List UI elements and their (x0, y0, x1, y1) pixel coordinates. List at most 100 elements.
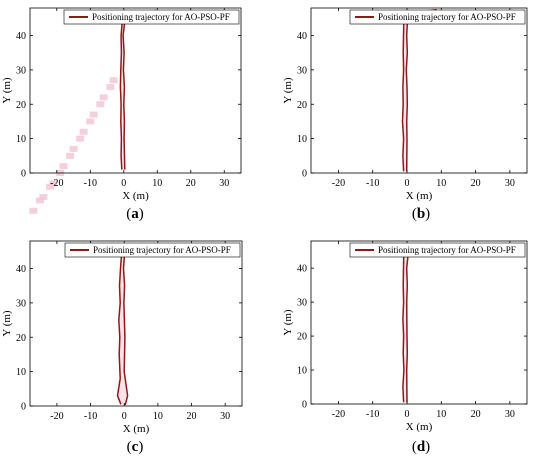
scatter-marker (66, 152, 75, 159)
panel-label: (c) (127, 439, 144, 455)
chart-panel-a: -20 -10 0 10 20 30 0 10 20 30 40 X (m) Y (m) Position… (1, 7, 242, 222)
scatter-marker (49, 180, 58, 187)
x-axis-title: X (m) (406, 421, 433, 433)
x-tick-label: 0 (122, 411, 127, 422)
scatter-marker (29, 207, 38, 214)
y-tick-label: 0 (302, 400, 307, 411)
y-tick-label: 40 (297, 31, 307, 42)
legend-label: Positioning trajectory for AO-PSO-PF (378, 245, 516, 255)
scatter-marker (76, 135, 85, 142)
y-tick-label: 40 (16, 264, 26, 275)
x-tick-label: -20 (50, 178, 63, 189)
plot-data (116, 243, 162, 406)
y-axis-title: Y (m) (282, 309, 294, 336)
x-tick-label: 10 (152, 178, 162, 189)
scatter-marker (46, 183, 55, 190)
scatter-marker (59, 163, 68, 170)
y-tick-label: 0 (21, 169, 26, 180)
scatter-marker (106, 84, 115, 91)
legend-label: Positioning trajectory for AO-PSO-PF (93, 245, 231, 255)
chart-panel-b: -20 -10 0 10 20 30 0 10 20 30 40 X (m) Y (m) Position… (282, 7, 528, 222)
plot-data (401, 8, 439, 172)
scatter-marker (36, 197, 45, 204)
y-tick-label: 40 (297, 264, 307, 275)
legend-box (63, 9, 240, 25)
x-tick-label: 0 (121, 178, 126, 189)
scatter-marker (109, 77, 118, 84)
legend-box (349, 9, 526, 25)
y-tick-label: 10 (16, 134, 26, 145)
y-axis-title: Y (m) (1, 310, 13, 337)
panel-letter: c (132, 439, 139, 455)
scatter-marker (79, 128, 88, 135)
panel-letter: d (417, 439, 426, 455)
legend-label: Positioning trajectory for AO-PSO-PF (92, 12, 230, 22)
x-tick-label: -10 (84, 178, 97, 189)
scatter-marker (96, 101, 105, 108)
plot-data (119, 9, 159, 170)
y-tick-label: 0 (21, 402, 26, 413)
x-tick-label: -10 (366, 178, 379, 189)
x-tick-label: 10 (436, 178, 446, 189)
x-tick-label: 20 (471, 409, 481, 420)
trajectory-line (402, 242, 439, 403)
x-tick-label: -20 (50, 411, 63, 422)
x-tick-label: 0 (405, 178, 410, 189)
y-axis-title: Y (m) (282, 77, 294, 104)
trajectory-fill (120, 10, 158, 170)
x-tick-label: 30 (505, 178, 515, 189)
x-tick-label: -10 (366, 409, 379, 420)
x-axis-title: X (m) (122, 190, 149, 202)
y-tick-label: 30 (297, 65, 307, 76)
y-tick-label: 10 (297, 366, 307, 377)
x-tick-label: 30 (219, 178, 229, 189)
x-tick-label: 20 (187, 411, 197, 422)
x-tick-label: -20 (332, 178, 345, 189)
x-tick-label: 10 (436, 409, 446, 420)
y-tick-label: 20 (297, 100, 307, 111)
plot-data (402, 242, 439, 403)
x-tick-label: -10 (84, 411, 97, 422)
trajectory-line (119, 9, 159, 170)
scatter-marker (39, 194, 48, 201)
y-tick-label: 30 (16, 65, 26, 76)
y-tick-label: 0 (302, 169, 307, 180)
x-tick-label: 20 (186, 178, 196, 189)
trajectory-fill (402, 243, 438, 403)
x-tick-label: 10 (153, 411, 163, 422)
y-tick-label: 20 (16, 100, 26, 111)
panel-letter: b (417, 206, 425, 222)
chart-panel-d: -20 -10 0 10 20 30 0 10 20 30 40 X (m) Y (m) Position… (282, 240, 528, 455)
y-tick-label: 20 (297, 332, 307, 343)
x-tick-label: 0 (405, 409, 410, 420)
x-tick-label: -20 (332, 409, 345, 420)
axes-box (29, 7, 242, 174)
x-tick-label: 20 (471, 178, 481, 189)
trajectory-fill (402, 9, 438, 172)
y-tick-label: 40 (16, 31, 26, 42)
y-tick-label: 30 (297, 298, 307, 309)
axes-box (29, 240, 243, 407)
x-axis-title: X (m) (406, 190, 433, 202)
y-axis-title: Y (m) (1, 77, 13, 104)
scatter-marker (99, 94, 108, 101)
axes-box (310, 7, 528, 174)
x-axis-title: X (m) (123, 423, 150, 435)
scatter-marker (86, 118, 95, 125)
panel-letter: a (131, 206, 139, 222)
legend-box (64, 242, 241, 258)
panel-label: (a) (126, 206, 144, 222)
legend-box (349, 242, 526, 258)
panel-label: (d) (412, 439, 430, 455)
y-tick-label: 30 (16, 298, 26, 309)
legend-label: Positioning trajectory for AO-PSO-PF (378, 12, 516, 22)
chart-panel-c: -20 -10 0 10 20 30 0 10 20 30 40 X (m) Y (m) Position… (1, 240, 243, 455)
panel-label: (b) (412, 206, 430, 222)
y-tick-label: 10 (16, 367, 26, 378)
axes-box (310, 240, 528, 405)
y-tick-label: 10 (297, 134, 307, 145)
x-tick-label: 30 (220, 411, 230, 422)
scatter-marker (69, 145, 78, 152)
trajectory-line (401, 8, 439, 172)
